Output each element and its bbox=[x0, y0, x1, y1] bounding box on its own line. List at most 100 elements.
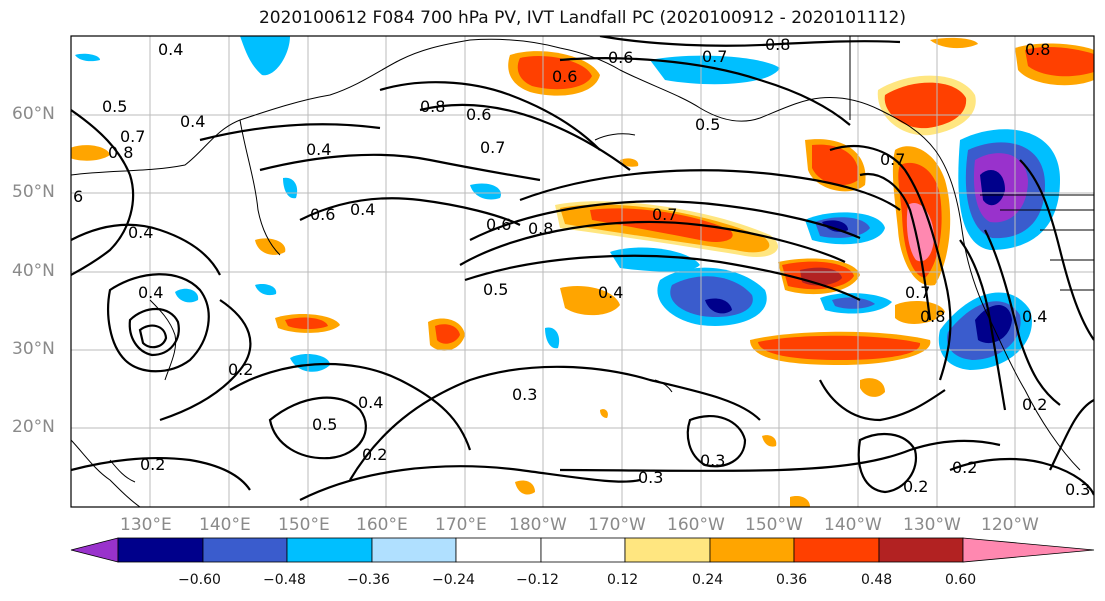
contour-label: 0.8 bbox=[420, 97, 445, 116]
shading-layer bbox=[71, 36, 1094, 507]
shade-positive bbox=[930, 37, 978, 49]
shade-positive bbox=[560, 285, 620, 316]
contour-label: 0.7 bbox=[702, 47, 727, 66]
shade-negative bbox=[255, 284, 277, 296]
contour-label: 0.2 bbox=[903, 477, 928, 496]
contour-label: 0.6 bbox=[486, 215, 511, 234]
shade-negative bbox=[75, 53, 100, 62]
lat-label: 40°N bbox=[12, 261, 55, 281]
colorbar-tick-label: 0.24 bbox=[692, 572, 724, 588]
contour-labels: 0.4 0.6 0.7 0.8 0.8 0.6 0.5 0.8 0.7 0.6 … bbox=[73, 35, 1090, 499]
contour-label: 0.7 bbox=[880, 150, 905, 169]
shade-positive bbox=[285, 317, 328, 329]
shade-negative bbox=[283, 177, 298, 199]
colorbar-tick-label: −0.60 bbox=[178, 572, 221, 588]
colorbar-box bbox=[286, 537, 373, 563]
contour-label: 0.2 bbox=[1022, 395, 1047, 414]
shade-positive bbox=[790, 496, 810, 507]
contour-label: 0.2 bbox=[140, 455, 165, 474]
colorbar-tick-label: 0.60 bbox=[945, 572, 977, 588]
colorbar bbox=[70, 537, 1095, 563]
lat-label: 30°N bbox=[12, 339, 55, 359]
contour-label: 0.8 bbox=[920, 307, 945, 326]
contour-label: 0.8 bbox=[765, 35, 790, 54]
colorbar-box bbox=[371, 537, 457, 563]
colorbar-tick-label: 0.48 bbox=[861, 572, 893, 588]
contour-label: 0.5 bbox=[102, 97, 127, 116]
shade-positive bbox=[758, 335, 921, 360]
map-content: 0.4 0.6 0.7 0.8 0.8 0.6 0.5 0.8 0.7 0.6 … bbox=[71, 35, 1094, 507]
shade-negative bbox=[240, 36, 290, 76]
contour-label: 0.4 bbox=[158, 40, 183, 59]
shade-negative bbox=[670, 276, 753, 318]
contour-label: 0.2 bbox=[362, 445, 387, 464]
colorbar-box bbox=[540, 537, 626, 563]
shade-negative bbox=[610, 247, 700, 272]
contour-label: 0.4 bbox=[138, 283, 163, 302]
lon-label: 150°E bbox=[278, 515, 330, 535]
map-frame bbox=[70, 35, 1095, 508]
contour-label: 0.4 bbox=[350, 200, 375, 219]
shade-positive bbox=[435, 324, 460, 344]
contour-label: 0.3 bbox=[700, 451, 725, 470]
lat-label: 20°N bbox=[12, 417, 55, 437]
colorbar-tick-label: −0.36 bbox=[347, 572, 390, 588]
lon-label: 180°W bbox=[509, 515, 567, 535]
colorbar-box bbox=[624, 537, 711, 563]
contour-label: 0.4 bbox=[306, 140, 331, 159]
lon-label: 150°W bbox=[745, 515, 803, 535]
contour-label: 0.6 bbox=[608, 48, 633, 67]
contour-label: 0.5 bbox=[483, 280, 508, 299]
contour-label: 0.5 bbox=[312, 415, 337, 434]
contour-label: 0.4 bbox=[1022, 307, 1047, 326]
shade-negative bbox=[705, 298, 732, 314]
colorbar-extend-low bbox=[70, 537, 119, 563]
colorbar-tick-label: −0.12 bbox=[516, 572, 559, 588]
shade-negative bbox=[832, 297, 875, 309]
contour-label: 0.4 bbox=[358, 393, 383, 412]
shade-positive bbox=[515, 480, 535, 495]
shade-positive bbox=[255, 238, 286, 255]
colorbar-tick-label: −0.48 bbox=[263, 572, 306, 588]
contour-label: 0.3 bbox=[512, 385, 537, 404]
shade-positive bbox=[860, 378, 885, 397]
shade-positive bbox=[517, 56, 592, 90]
map-title: 2020100612 F084 700 hPa PV, IVT Landfall… bbox=[258, 8, 906, 28]
shade-positive bbox=[71, 145, 110, 161]
shade-positive bbox=[762, 435, 777, 447]
contour-label: 0.6 bbox=[310, 205, 335, 224]
lon-label: 160°W bbox=[667, 515, 725, 535]
lat-label: 50°N bbox=[12, 182, 55, 202]
shade-negative bbox=[822, 220, 848, 232]
colorbar-box bbox=[793, 537, 880, 563]
shade-positive bbox=[1025, 47, 1094, 77]
contour-label: 0.4 bbox=[598, 283, 623, 302]
contour-label: 0.7 bbox=[905, 283, 930, 302]
lon-label: 140°E bbox=[199, 515, 251, 535]
contour-label: 0.3 bbox=[1065, 480, 1090, 499]
colorbar-box bbox=[709, 537, 795, 563]
shade-positive bbox=[590, 208, 733, 242]
contour-label: 0.6 bbox=[466, 105, 491, 124]
contour-label: 0.5 bbox=[695, 115, 720, 134]
colorbar-box bbox=[455, 537, 542, 563]
contour-label: 0.4 bbox=[180, 112, 205, 131]
lon-label: 170°E bbox=[435, 515, 487, 535]
shade-negative bbox=[470, 183, 501, 200]
lon-label: 140°W bbox=[824, 515, 882, 535]
lon-label: 120°W bbox=[981, 515, 1039, 535]
contour-label: 0.2 bbox=[952, 458, 977, 477]
shade-negative bbox=[175, 288, 199, 303]
lon-label: 160°E bbox=[356, 515, 408, 535]
shade-positive bbox=[600, 409, 608, 418]
lat-label: 60°N bbox=[12, 104, 55, 124]
contour-label: 0.8 bbox=[1025, 40, 1050, 59]
colorbar-box bbox=[117, 537, 204, 563]
graticule bbox=[71, 36, 1094, 507]
colorbar-tick-label: 0.36 bbox=[776, 572, 808, 588]
contour-label: 0.6 bbox=[552, 67, 577, 86]
shade-positive bbox=[895, 300, 945, 324]
pv-contours bbox=[71, 36, 1094, 501]
shade-negative bbox=[980, 170, 1005, 206]
contour-label: 6 bbox=[73, 187, 83, 206]
